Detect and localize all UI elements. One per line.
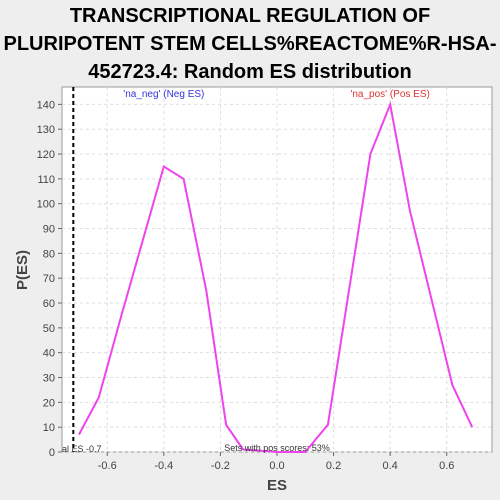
chart-title-line-2: PLURIPOTENT STEM CELLS%REACTOME%R-HSA- <box>3 33 497 55</box>
x-axis-label: ES <box>267 477 287 494</box>
y-tick-label: 70 <box>43 273 55 285</box>
y-axis-label: P(ES) <box>14 250 31 290</box>
x-tick-label: 0.6 <box>439 460 454 472</box>
x-tick-label: -0.6 <box>98 460 117 472</box>
neg-es-annotation: 'na_neg' (Neg ES) <box>123 89 204 100</box>
chart-title-line-3: 452723.4: Random ES distribution <box>88 61 412 83</box>
y-tick-label: 0 <box>49 447 55 459</box>
y-tick-label: 130 <box>37 124 55 136</box>
chart-title: TRANSCRIPTIONAL REGULATION OF PLURIPOTEN… <box>0 2 500 86</box>
chart-title-line-1: TRANSCRIPTIONAL REGULATION OF <box>69 5 431 27</box>
x-tick-label: 0.0 <box>269 460 284 472</box>
es-series-line <box>78 100 474 453</box>
y-tick-label: 80 <box>43 248 55 260</box>
y-tick-label: 120 <box>37 149 55 161</box>
axis-ticks: -0.6 -0.4 -0.2 0.0 0.2 0.4 0.6 0 10 20 30 40 50 60 70 8… <box>37 99 455 472</box>
series-layer <box>72 87 474 453</box>
y-tick-label: 60 <box>43 298 55 310</box>
x-tick-label: -0.2 <box>211 460 230 472</box>
y-tick-label: 100 <box>37 199 55 211</box>
y-tick-label: 40 <box>43 348 55 360</box>
y-tick-label: 50 <box>43 323 55 335</box>
y-tick-label: 110 <box>37 174 55 186</box>
x-tick-label: -0.4 <box>154 460 173 472</box>
actual-es-annotation: al ES -0.7 <box>62 444 102 454</box>
y-tick-label: 90 <box>43 224 55 236</box>
y-tick-label: 20 <box>43 397 55 409</box>
x-tick-label: 0.2 <box>326 460 341 472</box>
x-tick-label: 0.4 <box>383 460 398 472</box>
y-tick-label: 30 <box>43 373 55 385</box>
pos-es-annotation: 'na_pos' (Pos ES) <box>350 89 429 100</box>
pos-score-percent-annotation: Sets with pos scores: 53% <box>224 443 330 453</box>
y-tick-label: 140 <box>37 99 55 111</box>
y-tick-label: 10 <box>43 422 55 434</box>
grid-lines <box>62 87 492 453</box>
